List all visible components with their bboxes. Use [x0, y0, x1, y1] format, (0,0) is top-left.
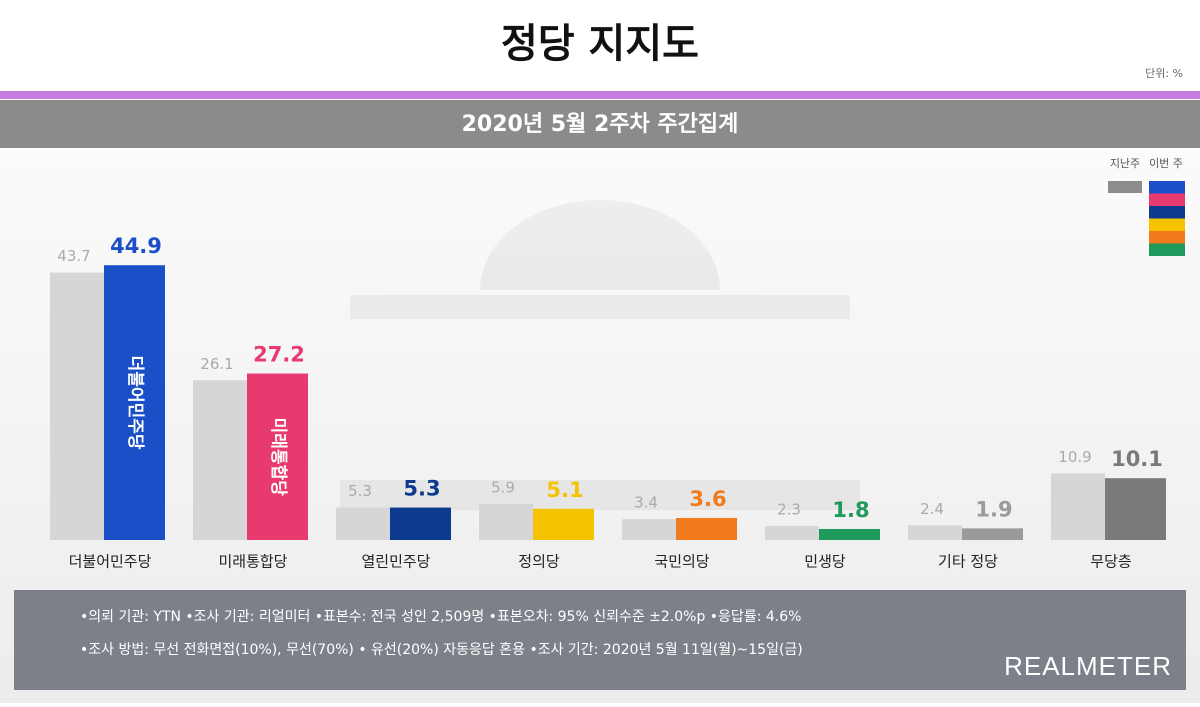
watermark: [340, 200, 860, 510]
data-label: 10.9: [1058, 448, 1091, 466]
data-label: 1.9: [975, 497, 1012, 521]
bar: [1051, 473, 1105, 540]
data-label: 27.2: [253, 343, 305, 367]
bar: [193, 380, 247, 540]
bar: [962, 528, 1023, 540]
bar: [819, 528, 880, 540]
data-label: 43.7: [57, 247, 90, 265]
legend-label: 지난주: [1110, 157, 1140, 170]
data-label: 5.1: [546, 478, 583, 502]
x-tick-label: 기타 정당: [938, 553, 998, 571]
bar-logo: 더불어민주당: [125, 356, 145, 450]
bar: [50, 272, 104, 540]
bar: [390, 507, 451, 540]
bar: [676, 517, 737, 540]
x-tick-label: 무당층: [1090, 553, 1131, 571]
x-tick-label: 미래통합당: [218, 553, 287, 571]
subtitle-band: [0, 100, 1200, 148]
unit: 단위: %: [1145, 67, 1183, 80]
legend-swatch: [1108, 181, 1142, 193]
data-label: 5.9: [491, 478, 515, 496]
header: [0, 0, 1200, 92]
legend-swatch: [1149, 231, 1185, 244]
x-tick-label: 더불어민주당: [69, 553, 152, 571]
bar: [104, 265, 165, 540]
bar: [479, 503, 533, 540]
note: •의뢰 기관: YTN •조사 기관: 리얼미터 •표본수: 전국 성인 2,5…: [80, 609, 801, 625]
chart-title: 정당 지지도: [501, 21, 699, 67]
accent-line: [0, 91, 1200, 99]
legend-swatch: [1149, 218, 1185, 231]
data-label: 1.8: [832, 498, 869, 522]
data-label: 10.1: [1111, 447, 1163, 471]
bar-logo: 미래통합당: [268, 418, 289, 497]
bar: [1105, 478, 1166, 540]
data-label: 26.1: [200, 355, 233, 373]
data-label: 5.3: [403, 477, 440, 501]
x-tick-label: 열린민주당: [361, 553, 430, 571]
x-tick-label: 국민의당: [654, 553, 709, 571]
x-tick-label: 정의당: [518, 553, 560, 571]
legend-label: 이번 주: [1149, 157, 1183, 170]
data-label: 2.3: [777, 500, 801, 518]
subtitle: 2020년 5월 2주차 주간집계: [462, 112, 739, 137]
x-tick-label: 민생당: [804, 553, 846, 571]
bar: [247, 373, 308, 540]
data-label: 5.3: [348, 482, 372, 500]
data-label: 44.9: [110, 234, 162, 258]
data-label: 2.4: [920, 500, 944, 518]
legend-swatch: [1149, 243, 1185, 256]
notes-box: [14, 590, 1186, 690]
note: •조사 방법: 무선 전화면접(10%), 무선(70%) • 유선(20%) …: [80, 642, 803, 658]
legend-swatch: [1149, 206, 1185, 219]
brand: REALMETER: [1004, 651, 1172, 681]
bar: [622, 519, 676, 540]
bar: [533, 508, 594, 540]
bar: [908, 525, 962, 540]
legend-swatch: [1149, 181, 1185, 194]
data-label: 3.4: [634, 494, 658, 512]
data-label: 3.6: [689, 487, 726, 511]
legend-swatch: [1149, 193, 1185, 206]
bar: [336, 507, 390, 540]
legend-swatch: [1149, 181, 1185, 256]
bar: [765, 525, 819, 540]
